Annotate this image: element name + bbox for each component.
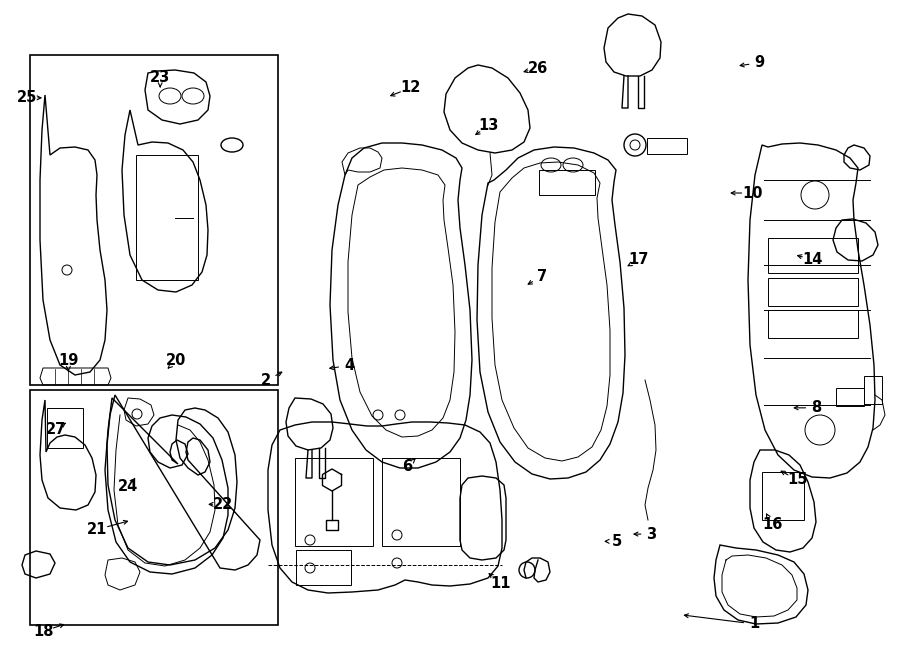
Text: 22: 22 [213, 497, 233, 512]
Text: 17: 17 [629, 253, 649, 267]
Text: 15: 15 [788, 473, 807, 487]
Text: 3: 3 [646, 527, 657, 541]
Bar [768, 278, 858, 306]
Bar [768, 310, 858, 338]
Text: 10: 10 [742, 186, 762, 200]
Text: 16: 16 [762, 517, 782, 531]
Text: 19: 19 [58, 353, 78, 368]
Text: 20: 20 [166, 353, 186, 368]
Bar [296, 550, 351, 585]
Bar [836, 388, 864, 406]
Bar [864, 376, 882, 404]
Text: 23: 23 [150, 71, 170, 85]
Text: 8: 8 [811, 401, 822, 415]
Text: 11: 11 [491, 576, 510, 590]
Text: 12: 12 [400, 81, 420, 95]
Text: 25: 25 [17, 91, 37, 105]
Text: 7: 7 [536, 269, 547, 284]
Text: 18: 18 [33, 624, 53, 639]
Text: 21: 21 [87, 522, 107, 537]
Text: 4: 4 [344, 358, 355, 373]
Bar [30, 55, 278, 385]
Text: 1: 1 [749, 617, 760, 631]
Text: 14: 14 [803, 253, 823, 267]
Text: 27: 27 [46, 422, 66, 437]
Bar [47, 408, 83, 448]
Bar [539, 170, 595, 195]
Bar [382, 458, 460, 546]
Text: 13: 13 [479, 118, 499, 133]
Bar [136, 155, 198, 280]
Text: 2: 2 [261, 373, 272, 388]
Text: 24: 24 [118, 479, 138, 494]
Text: 9: 9 [754, 56, 765, 70]
Bar [647, 138, 687, 154]
Bar [295, 458, 373, 546]
Text: 5: 5 [612, 534, 623, 549]
Bar [768, 238, 858, 273]
Text: 6: 6 [401, 459, 412, 474]
Bar [30, 390, 278, 625]
Text: 26: 26 [528, 61, 548, 75]
Bar [762, 472, 804, 520]
